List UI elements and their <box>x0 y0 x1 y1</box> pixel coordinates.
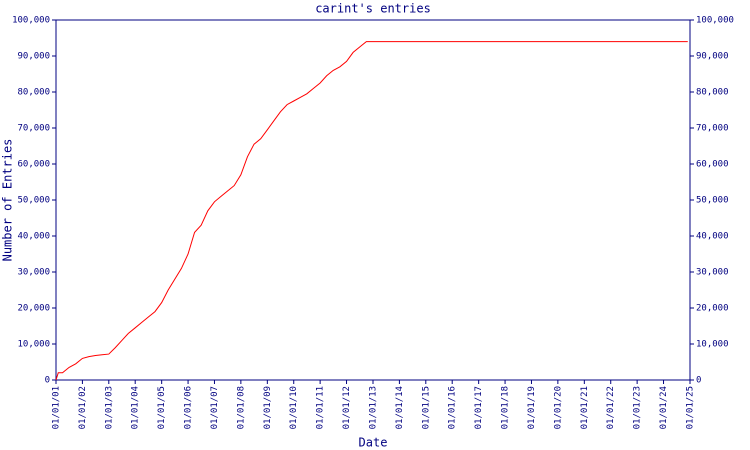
y-tick-label: 40,000 <box>17 232 50 242</box>
x-tick-label: 01/01/09 <box>263 386 273 429</box>
x-tick-label: 01/01/02 <box>78 386 88 429</box>
y2-tick-label: 80,000 <box>696 88 729 98</box>
x-tick-label: 01/01/07 <box>210 386 220 429</box>
y-axis-label: Number of Entries <box>1 139 15 262</box>
x-tick-label: 01/01/08 <box>236 386 246 429</box>
y2-tick-label: 40,000 <box>696 232 729 242</box>
y-tick-label: 80,000 <box>17 88 50 98</box>
y-tick-label: 20,000 <box>17 304 50 314</box>
y-tick-label: 10,000 <box>17 340 50 350</box>
x-axis-label: Date <box>359 436 388 450</box>
x-tick-label: 01/01/01 <box>52 386 62 429</box>
x-tick-label: 01/01/21 <box>580 386 590 429</box>
y2-tick-label: 20,000 <box>696 304 729 314</box>
x-tick-label: 01/01/24 <box>659 386 669 429</box>
x-tick-label: 01/01/15 <box>421 386 431 429</box>
x-tick-label: 01/01/12 <box>342 386 352 429</box>
y-tick-label: 70,000 <box>17 124 50 134</box>
y2-tick-label: 30,000 <box>696 268 729 278</box>
x-tick-label: 01/01/25 <box>686 386 696 429</box>
y-tick-label: 100,000 <box>12 16 50 26</box>
y2-tick-label: 0 <box>696 376 701 386</box>
chart-title: carint's entries <box>315 2 431 16</box>
y2-tick-label: 10,000 <box>696 340 729 350</box>
x-tick-label: 01/01/11 <box>316 386 326 429</box>
y-tick-label: 0 <box>45 376 50 386</box>
data-line <box>55 41 688 381</box>
x-tick-label: 01/01/14 <box>395 386 405 429</box>
y2-tick-label: 90,000 <box>696 52 729 62</box>
x-tick-label: 01/01/13 <box>369 386 379 429</box>
y2-tick-label: 100,000 <box>696 16 734 26</box>
y2-tick-label: 70,000 <box>696 124 729 134</box>
x-tick-label: 01/01/16 <box>448 386 458 429</box>
x-tick-label: 01/01/05 <box>157 386 167 429</box>
y2-tick-label: 60,000 <box>696 160 729 170</box>
x-tick-label: 01/01/17 <box>474 386 484 429</box>
x-tick-label: 01/01/10 <box>289 386 299 429</box>
x-tick-label: 01/01/06 <box>184 386 194 429</box>
x-tick-label: 01/01/18 <box>501 386 511 429</box>
y-tick-label: 60,000 <box>17 160 50 170</box>
x-tick-label: 01/01/22 <box>606 386 616 429</box>
y-tick-label: 50,000 <box>17 196 50 206</box>
x-tick-label: 01/01/03 <box>104 386 114 429</box>
x-tick-label: 01/01/19 <box>527 386 537 429</box>
y2-tick-label: 50,000 <box>696 196 729 206</box>
x-tick-label: 01/01/20 <box>553 386 563 429</box>
plot-frame <box>55 19 691 381</box>
y-tick-label: 90,000 <box>17 52 50 62</box>
x-tick-label: 01/01/04 <box>131 386 141 429</box>
y-tick-label: 30,000 <box>17 268 50 278</box>
x-tick-label: 01/01/23 <box>633 386 643 429</box>
